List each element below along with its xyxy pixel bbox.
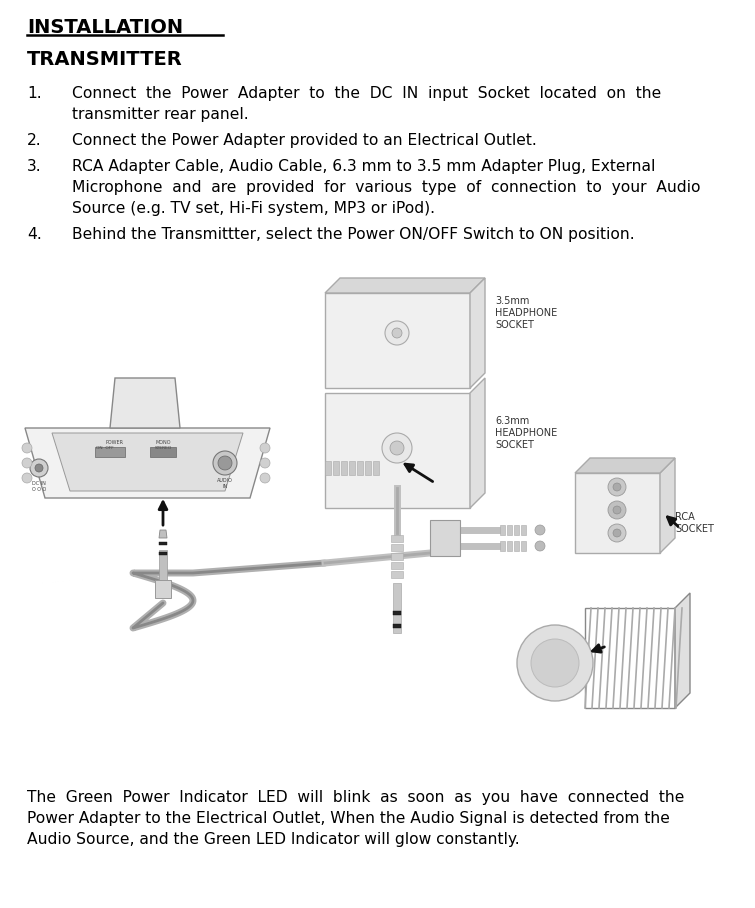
Bar [333,461,339,475]
Circle shape [390,441,404,455]
Text: POWER: POWER [106,440,124,445]
Bar [349,461,355,475]
Text: RCA
SOCKET: RCA SOCKET [675,512,714,534]
Text: ON  OFF: ON OFF [96,446,114,450]
Text: 3.: 3. [27,159,42,174]
Bar [373,461,379,475]
Circle shape [613,506,621,514]
Text: STEREO: STEREO [154,446,171,450]
Polygon shape [25,428,270,498]
Polygon shape [325,393,470,508]
Text: 1.: 1. [27,86,42,101]
Text: 6.3mm
HEADPHONE
SOCKET: 6.3mm HEADPHONE SOCKET [495,416,557,450]
Bar [521,541,526,551]
Text: Power Adapter to the Electrical Outlet, When the Audio Signal is detected from t: Power Adapter to the Electrical Outlet, … [27,811,670,826]
Bar [521,525,526,535]
Polygon shape [325,278,485,293]
Bar [391,562,403,569]
Bar [159,542,167,545]
Bar [341,461,347,475]
Bar [325,461,331,475]
Circle shape [22,458,32,468]
Text: Connect the Power Adapter provided to an Electrical Outlet.: Connect the Power Adapter provided to an… [72,133,537,148]
Circle shape [260,458,270,468]
Polygon shape [470,378,485,508]
Circle shape [608,524,626,542]
Text: MONO: MONO [156,440,171,445]
Polygon shape [52,433,243,491]
Circle shape [613,529,621,537]
Circle shape [535,525,545,535]
Text: Microphone  and  are  provided  for  various  type  of  connection  to  your  Au: Microphone and are provided for various … [72,180,701,195]
Circle shape [608,478,626,496]
Bar [357,461,363,475]
Bar [391,535,403,542]
Bar [150,447,176,457]
Text: Connect  the  Power  Adapter  to  the  DC  IN  input  Socket  located  on  the: Connect the Power Adapter to the DC IN i… [72,86,661,101]
Bar [159,550,167,580]
Bar [391,544,403,551]
Bar [507,541,512,551]
Text: Source (e.g. TV set, Hi-Fi system, MP3 or iPod).: Source (e.g. TV set, Hi-Fi system, MP3 o… [72,201,435,216]
Circle shape [535,541,545,551]
Polygon shape [159,530,167,538]
Circle shape [385,321,409,345]
Polygon shape [575,473,660,553]
Text: 2.: 2. [27,133,42,148]
Bar [393,583,401,633]
Polygon shape [575,458,675,473]
Bar [95,447,125,457]
Bar [500,541,505,551]
Bar [391,571,403,578]
Circle shape [260,443,270,453]
Bar [393,624,401,628]
Text: Audio Source, and the Green LED Indicator will glow constantly.: Audio Source, and the Green LED Indicato… [27,832,519,847]
Bar [514,541,519,551]
Polygon shape [675,593,690,708]
Polygon shape [325,293,470,388]
Text: transmitter rear panel.: transmitter rear panel. [72,107,248,122]
Bar [500,525,505,535]
Bar [159,552,167,555]
Bar [507,525,512,535]
Circle shape [213,451,237,475]
Circle shape [531,639,579,687]
Bar [391,553,403,560]
Circle shape [517,625,593,701]
Polygon shape [110,378,180,428]
Bar [514,525,519,535]
Circle shape [260,473,270,483]
Text: 4.: 4. [27,227,42,242]
Bar [365,461,371,475]
Polygon shape [470,278,485,388]
Text: The  Green  Power  Indicator  LED  will  blink  as  soon  as  you  have  connect: The Green Power Indicator LED will blink… [27,790,684,805]
Circle shape [382,433,412,463]
Circle shape [35,464,43,472]
Text: TRANSMITTER: TRANSMITTER [27,50,183,69]
Text: DC IN
O O O: DC IN O O O [32,481,46,492]
Text: AUDIO
IN: AUDIO IN [217,478,233,489]
Circle shape [613,483,621,491]
Circle shape [22,443,32,453]
Bar [393,611,401,615]
Text: Behind the Transmittter, select the Power ON/OFF Switch to ON position.: Behind the Transmittter, select the Powe… [72,227,635,242]
Circle shape [608,501,626,519]
Circle shape [392,328,402,338]
Text: RCA Adapter Cable, Audio Cable, 6.3 mm to 3.5 mm Adapter Plug, External: RCA Adapter Cable, Audio Cable, 6.3 mm t… [72,159,655,174]
Text: INSTALLATION: INSTALLATION [27,18,183,37]
Bar [155,580,171,598]
Circle shape [22,473,32,483]
Polygon shape [585,608,675,708]
Polygon shape [660,458,675,553]
Circle shape [30,459,48,477]
Circle shape [218,456,232,470]
Text: 3.5mm
HEADPHONE
SOCKET: 3.5mm HEADPHONE SOCKET [495,296,557,331]
Bar [430,520,460,556]
